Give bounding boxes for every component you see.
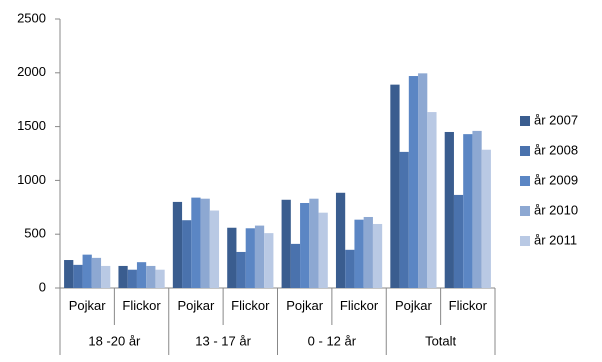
legend-swatch xyxy=(520,176,530,186)
bar xyxy=(118,265,128,288)
bar xyxy=(264,233,274,288)
bar xyxy=(418,73,428,288)
bar xyxy=(200,198,210,288)
bar xyxy=(345,249,355,288)
bar xyxy=(91,257,102,288)
y-tick-label: 500 xyxy=(24,226,46,241)
bar xyxy=(82,254,92,288)
legend-swatch xyxy=(520,206,530,216)
legend-label: år 2007 xyxy=(534,112,578,127)
y-tick-label: 2500 xyxy=(17,10,46,25)
bar xyxy=(254,225,265,288)
bar xyxy=(309,198,319,288)
bar xyxy=(318,212,328,288)
bar xyxy=(481,149,491,288)
x-tick-label: Pojkar xyxy=(286,298,324,313)
legend-label: år 2009 xyxy=(534,172,578,187)
x-tick-label: Flickor xyxy=(231,298,270,313)
bar xyxy=(372,223,383,288)
y-tick-label: 1000 xyxy=(17,172,46,187)
bar xyxy=(127,269,137,288)
legend-swatch xyxy=(520,236,530,246)
bar xyxy=(363,216,373,288)
bar xyxy=(227,227,237,288)
legend-label: år 2010 xyxy=(534,202,578,217)
bar xyxy=(101,265,111,288)
legend-swatch xyxy=(520,146,530,156)
bar xyxy=(472,130,482,288)
x-tick-label: Pojkar xyxy=(178,298,216,313)
bar xyxy=(427,112,437,288)
bar xyxy=(155,269,165,288)
bar xyxy=(335,192,346,288)
group-label: 18 -20 år xyxy=(88,333,141,348)
bar xyxy=(463,134,473,288)
group-label: 0 - 12 år xyxy=(308,333,357,348)
x-tick-label: Pojkar xyxy=(395,298,433,313)
bar xyxy=(236,251,246,288)
bar xyxy=(281,199,291,288)
x-tick-label: Pojkar xyxy=(69,298,107,313)
y-tick-label: 1500 xyxy=(17,118,46,133)
x-tick-label: Flickor xyxy=(340,298,379,313)
group-label: Totalt xyxy=(425,333,456,348)
bar xyxy=(146,265,156,288)
bar xyxy=(136,262,147,288)
bar xyxy=(399,151,409,288)
bar xyxy=(245,228,255,288)
bar xyxy=(64,260,74,288)
y-tick-label: 2000 xyxy=(17,64,46,79)
legend-label: år 2008 xyxy=(534,142,578,157)
bar xyxy=(300,202,310,288)
bar xyxy=(444,131,454,288)
bar xyxy=(408,76,419,288)
bar xyxy=(191,197,201,288)
x-tick-label: Flickor xyxy=(449,298,488,313)
bar xyxy=(73,264,83,288)
group-label: 13 - 17 år xyxy=(195,333,251,348)
bar xyxy=(172,201,183,288)
bar xyxy=(453,194,464,288)
bar xyxy=(354,219,364,288)
bar xyxy=(182,220,192,288)
bar xyxy=(290,243,301,288)
bar xyxy=(390,84,400,288)
legend-swatch xyxy=(520,116,530,126)
y-tick-label: 0 xyxy=(39,279,46,294)
bar xyxy=(209,210,220,288)
x-tick-label: Flickor xyxy=(122,298,161,313)
legend-label: år 2011 xyxy=(534,232,577,247)
